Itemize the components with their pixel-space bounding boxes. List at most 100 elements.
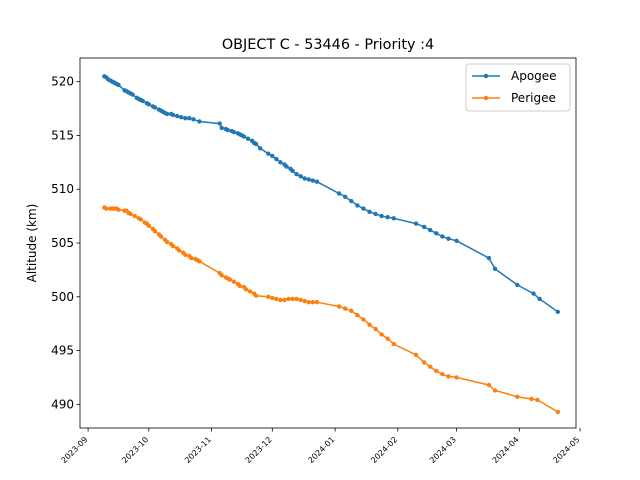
perigee-point [189, 255, 194, 261]
perigee-point [247, 289, 253, 294]
apogee-point [422, 224, 427, 230]
apogee-point [373, 211, 378, 217]
apogee-point [302, 176, 307, 181]
apogee-point [367, 209, 372, 214]
y-tick-label: 490 [51, 397, 74, 411]
apogee-point [537, 296, 542, 302]
apogee-legend-label: Apogee [511, 69, 557, 83]
perigee-point [343, 306, 348, 311]
perigee-point [219, 273, 224, 278]
apogee-point [343, 194, 348, 199]
perigee-point [104, 206, 109, 211]
apogee-point [152, 105, 158, 110]
apogee-legend-marker [483, 73, 489, 79]
perigee-point [306, 300, 311, 305]
y-axis-label: Altitude (km) [25, 204, 39, 283]
perigee-legend-marker [483, 95, 489, 101]
apogee-point [253, 141, 259, 147]
y-tick-label: 510 [51, 182, 74, 196]
perigee-point [164, 239, 170, 245]
apogee-point [486, 255, 492, 261]
apogee-point [555, 309, 560, 314]
apogee-point [191, 117, 196, 122]
apogee-point [355, 203, 360, 208]
apogee-point [164, 111, 170, 117]
y-tick-label: 520 [51, 75, 74, 89]
apogee-point [284, 164, 289, 169]
apogee-point [298, 174, 303, 179]
perigee-point [310, 300, 315, 305]
perigee-point [243, 287, 249, 292]
perigee-point [336, 304, 342, 309]
perigee-point [440, 372, 445, 377]
apogee-point [116, 82, 121, 88]
apogee-point [217, 121, 222, 126]
perigee-point [286, 296, 291, 302]
perigee-point [158, 234, 164, 239]
perigee-point [422, 360, 427, 365]
perigee-point [515, 394, 520, 399]
perigee-point [170, 244, 176, 249]
perigee-point [282, 297, 287, 303]
perigee-point [349, 308, 354, 313]
apogee-point [310, 178, 315, 183]
perigee-point [128, 211, 133, 217]
apogee-point [187, 116, 192, 121]
apogee-point [270, 153, 275, 159]
perigee-point [314, 300, 320, 305]
perigee-point [197, 259, 202, 264]
apogee-point [197, 119, 202, 124]
apogee-point [294, 172, 299, 177]
perigee-point [413, 352, 419, 358]
apogee-point [336, 191, 342, 196]
perigee-point [434, 368, 439, 374]
apogee-point [241, 134, 247, 139]
perigee-point [298, 297, 303, 303]
apogee-point [245, 136, 251, 141]
perigee-point [253, 293, 259, 298]
apogee-point [274, 156, 279, 162]
perigee-point [446, 374, 451, 379]
apogee-point [140, 98, 145, 104]
perigee-point [146, 223, 151, 228]
apogee-point [278, 160, 283, 165]
apogee-point [306, 177, 311, 182]
perigee-point [355, 312, 360, 318]
apogee-point [428, 227, 433, 233]
y-tick-label: 515 [51, 128, 74, 142]
apogee-point [219, 125, 224, 131]
perigee-point [391, 341, 396, 347]
perigee-point [138, 217, 143, 222]
y-tick-label: 505 [51, 236, 74, 250]
apogee-point [179, 115, 184, 120]
apogee-point [349, 198, 354, 204]
apogee-point [391, 216, 396, 221]
apogee-point [413, 221, 419, 226]
perigee-point [227, 277, 232, 282]
perigee-point [294, 296, 299, 302]
perigee-point [237, 283, 243, 289]
perigee-point [270, 295, 275, 301]
apogee-point [434, 231, 439, 236]
apogee-point [492, 266, 498, 271]
perigee-point [231, 279, 237, 284]
perigee-legend-label: Perigee [511, 91, 556, 105]
apogee-point [266, 151, 271, 156]
apogee-point [314, 179, 320, 184]
y-tick-label: 500 [51, 290, 74, 304]
perigee-point [290, 296, 295, 302]
apogee-point [130, 92, 135, 97]
perigee-point [555, 409, 560, 415]
perigee-point [379, 332, 384, 337]
apogee-point [361, 206, 366, 211]
perigee-point [177, 248, 182, 253]
perigee-point [132, 213, 137, 219]
apogee-point [290, 168, 295, 174]
perigee-point [428, 364, 433, 369]
perigee-point [274, 296, 279, 302]
apogee-point [225, 127, 230, 133]
apogee-point [446, 236, 451, 241]
perigee-point [302, 298, 307, 304]
apogee-point [385, 215, 390, 220]
